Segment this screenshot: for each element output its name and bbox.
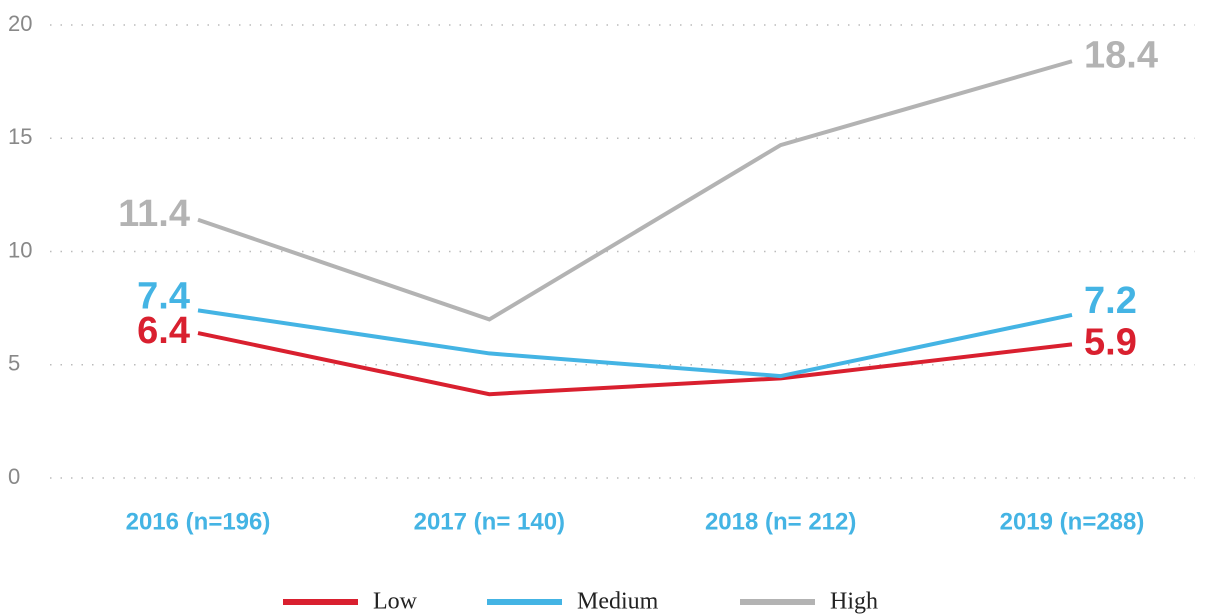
x-tick-label: 2018 (n= 212) xyxy=(705,508,856,535)
data-label: 18.4 xyxy=(1084,34,1158,76)
x-tick-label: 2017 (n= 140) xyxy=(414,508,565,535)
line-series xyxy=(197,59,1073,322)
y-tick-label: 5 xyxy=(8,351,20,376)
y-tick-label: 10 xyxy=(8,237,32,262)
legend-label: Medium xyxy=(577,589,659,615)
data-label: 11.4 xyxy=(118,193,190,235)
legend-label: Low xyxy=(373,589,418,615)
x-tick-label: 2019 (n=288) xyxy=(1000,508,1145,535)
y-tick-label: 15 xyxy=(8,124,32,149)
data-label: 6.4 xyxy=(137,310,190,352)
y-tick-label: 20 xyxy=(8,11,32,36)
line-series xyxy=(197,308,1073,379)
data-label: 7.4 xyxy=(137,275,190,317)
legend-label: High xyxy=(830,589,878,615)
data-label: 5.9 xyxy=(1084,321,1137,363)
y-tick-label: 0 xyxy=(8,464,20,489)
line-series xyxy=(197,331,1073,397)
x-tick-label: 2016 (n=196) xyxy=(126,508,271,535)
data-label: 7.2 xyxy=(1084,280,1137,322)
